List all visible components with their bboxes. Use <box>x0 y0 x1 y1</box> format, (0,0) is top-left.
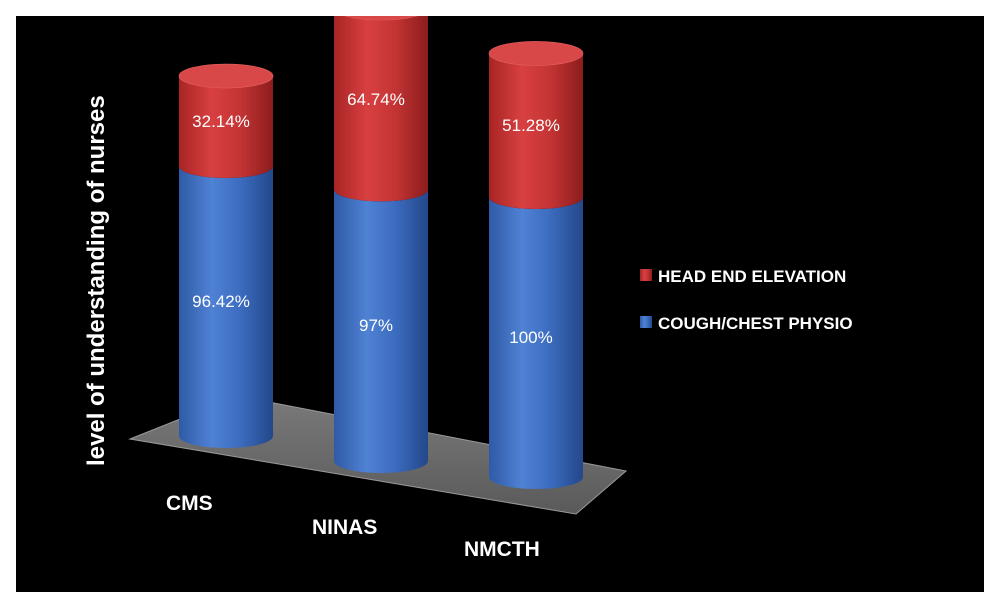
legend-swatch-blue <box>640 316 652 328</box>
y-axis-label: level of understanding of nurses <box>83 95 110 466</box>
data-label: 32.14% <box>192 112 250 131</box>
legend-item-head-end-elevation: HEAD END ELEVATION <box>640 267 846 286</box>
bar-segment-cough-chest-physio <box>179 166 273 448</box>
bar-segment-head-end-elevation <box>489 53 583 209</box>
data-label: 100% <box>509 328 552 347</box>
legend: HEAD END ELEVATION COUGH/CHEST PHYSIO <box>640 267 853 333</box>
bar-top-cap <box>178 63 274 89</box>
legend-label: HEAD END ELEVATION <box>658 267 846 286</box>
legend-label: COUGH/CHEST PHYSIO <box>658 314 853 333</box>
stacked-cylinder-chart: 96.42% 32.14% 97% 64.74% 100% 51.28% CMS NINA… <box>83 16 853 561</box>
data-label: 51.28% <box>502 116 560 135</box>
category-labels: CMS NINAS NMCTH <box>166 492 540 561</box>
bar-segment-cough-chest-physio <box>334 189 428 473</box>
category-label: NMCTH <box>464 538 540 561</box>
category-label: NINAS <box>312 516 377 539</box>
legend-item-cough-chest-physio: COUGH/CHEST PHYSIO <box>640 314 853 333</box>
bars-layer <box>178 16 584 489</box>
bar-top-cap <box>344 16 418 21</box>
category-label: CMS <box>166 492 213 515</box>
data-labels-layer: 96.42% 32.14% 97% 64.74% 100% 51.28% <box>192 90 560 347</box>
data-label: 64.74% <box>347 90 405 109</box>
bar-segment-cough-chest-physio <box>489 197 583 489</box>
bar-top-cap <box>488 41 584 66</box>
legend-swatch-red <box>640 269 652 281</box>
data-label: 96.42% <box>192 292 250 311</box>
bar-segment-head-end-elevation <box>179 76 273 179</box>
chart-frame: 96.42% 32.14% 97% 64.74% 100% 51.28% CMS NINA… <box>16 16 984 592</box>
data-label: 97% <box>359 316 393 335</box>
bar-segment-head-end-elevation <box>334 16 428 202</box>
